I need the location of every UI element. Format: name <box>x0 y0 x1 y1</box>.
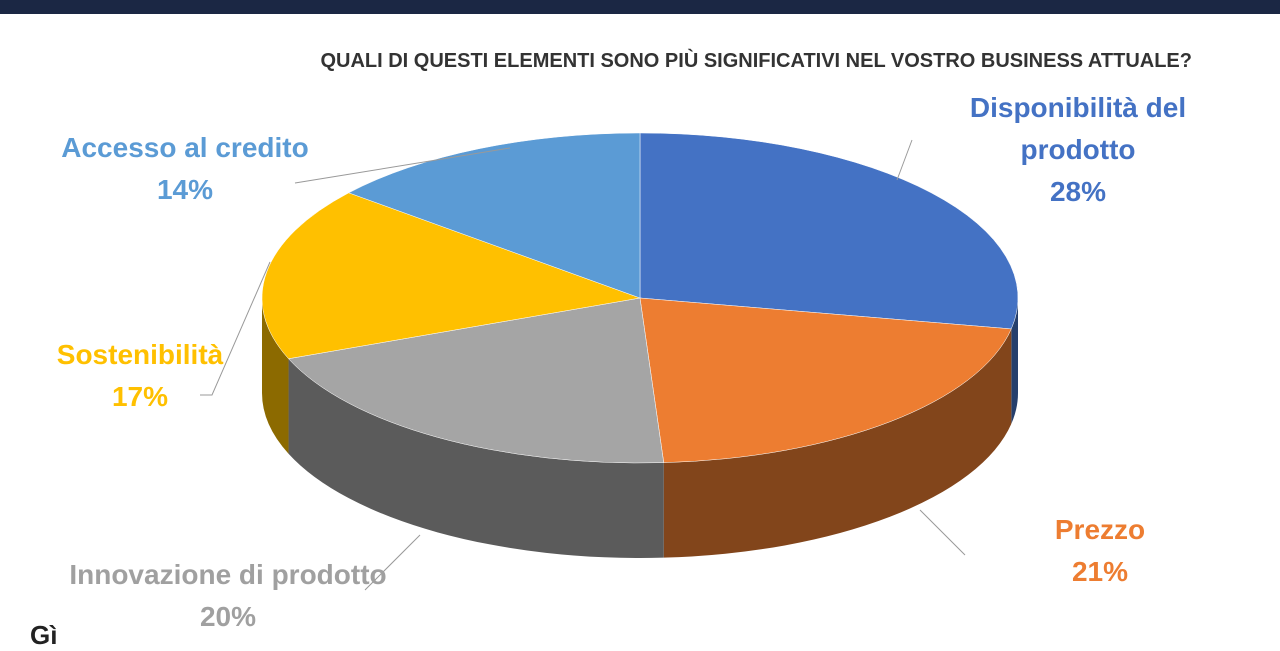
leader-line <box>200 261 271 396</box>
data-label: Disponibilità del prodotto 28% <box>948 87 1208 213</box>
label-value: 28% <box>1049 176 1107 207</box>
label-name: Innovazione di prodotto <box>69 559 387 590</box>
slice-side <box>663 328 1012 558</box>
slice-side <box>288 358 664 558</box>
leader-line <box>294 147 511 184</box>
leader-line <box>896 139 913 181</box>
label-name: Accesso al credito <box>61 132 309 163</box>
slice <box>288 297 665 464</box>
label-value: 17% <box>111 381 169 412</box>
logo: Gì <box>30 620 58 650</box>
slice <box>639 297 1012 463</box>
label-name: Disponibilità del prodotto <box>969 92 1187 165</box>
slice-side <box>262 298 289 454</box>
label-value: 14% <box>156 174 214 205</box>
slice <box>639 132 1019 330</box>
leader-line <box>364 534 421 591</box>
label-value: 20% <box>199 601 257 632</box>
header-band <box>0 0 1280 14</box>
leader-line <box>919 509 966 556</box>
data-label: Innovazione di prodotto 20% <box>28 554 428 638</box>
data-label: Prezzo 21% <box>1000 509 1200 593</box>
chart-title: QUALI DI QUESTI ELEMENTI SONO PIÙ SIGNIF… <box>320 50 1192 72</box>
data-label: Accesso al credito 14% <box>35 127 335 211</box>
slice <box>261 192 641 360</box>
label-value: 21% <box>1071 556 1129 587</box>
label-name: Prezzo <box>1054 514 1146 545</box>
data-label: Sostenibilità 17% <box>30 334 250 418</box>
slice <box>348 132 641 299</box>
label-name: Sostenibilità <box>56 339 224 370</box>
slice-side <box>1011 298 1018 424</box>
